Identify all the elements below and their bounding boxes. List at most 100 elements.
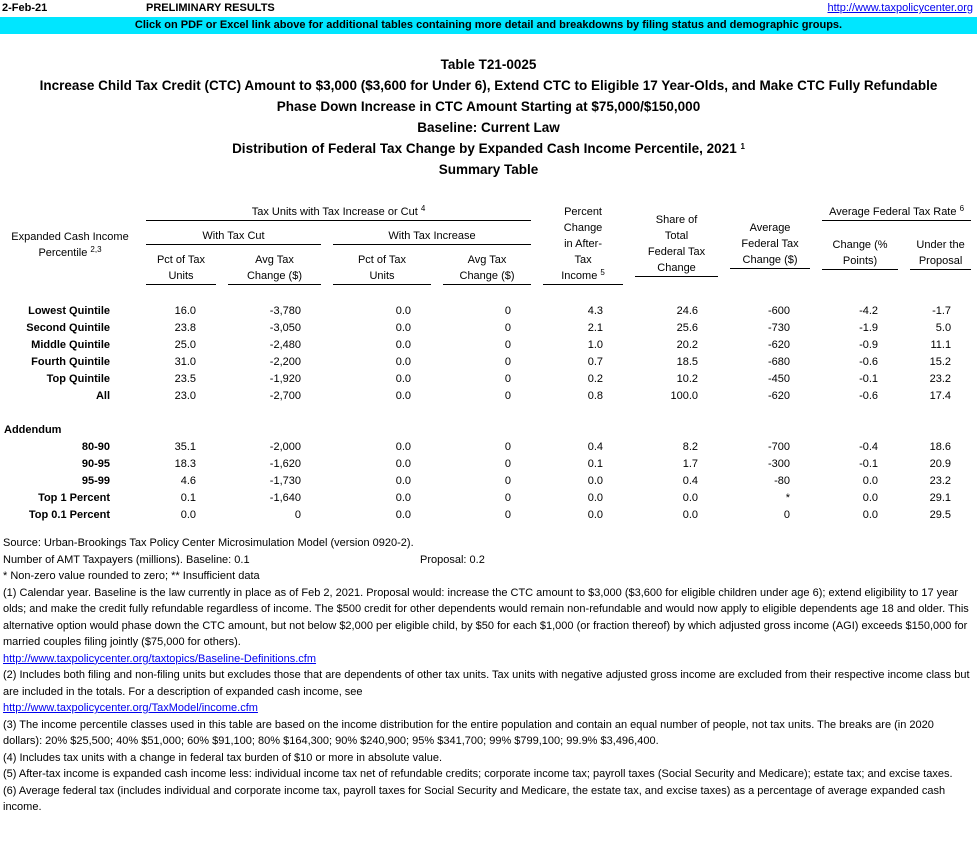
section-row: Addendum — [0, 421, 977, 438]
cell: -3,780 — [269, 304, 301, 317]
cell: 4.6 — [180, 474, 196, 487]
cell: -700 — [768, 440, 791, 453]
header-cell: Share of Total Federal Tax Change — [629, 204, 724, 285]
title: Distribution of Federal Tax Change by Ex… — [232, 141, 737, 156]
table-head: Expanded Cash Income Percentile 2,3 Tax … — [0, 204, 977, 285]
header-text: Avg Tax Change ($) — [228, 252, 321, 285]
title: Summary Table — [438, 162, 539, 177]
cell: 0.0 — [395, 457, 411, 470]
cell: 0.0 — [395, 389, 411, 402]
cell: 0.0 — [180, 508, 196, 521]
header-cell: Pct of Tax Units — [140, 252, 222, 285]
note: Source: Urban-Brookings Tax Policy Cente… — [3, 537, 414, 549]
cell: 4.3 — [587, 304, 604, 317]
note: (2) Includes both filing and non-filing … — [3, 669, 970, 698]
note-link[interactable]: http://www.taxpolicycenter.org/taxtopics… — [3, 652, 317, 665]
header-text: Tax Units with Tax Increase or Cut — [251, 206, 418, 218]
row-label: Top 1 Percent — [38, 491, 110, 504]
footnote-ref: 2,3 — [90, 244, 102, 254]
cell: 0.0 — [395, 338, 411, 351]
cell: 24.6 — [676, 304, 699, 317]
header-text: Pct of Tax Units — [146, 252, 216, 285]
notes: Source: Urban-Brookings Tax Policy Cente… — [0, 535, 973, 816]
note: Proposal: 0.2 — [420, 553, 485, 566]
cell: 23.2 — [929, 372, 952, 385]
cell: 0.0 — [682, 491, 699, 504]
cell: 0 — [783, 508, 791, 521]
header-text: Avg Tax Change ($) — [443, 252, 532, 285]
data-row: Lowest Quintile 16.0 -3,780 0.0 0 4.3 24.6 -600… — [0, 302, 977, 319]
header-text: With Tax Increase — [333, 228, 532, 245]
cell: -0.4 — [859, 440, 879, 453]
cell: 0.0 — [395, 304, 411, 317]
data-row: 95-99 4.6 -1,730 0.0 0 0.0 0.4 -80 0.0 23.2 — [0, 472, 977, 489]
header-cell: With Tax Cut — [140, 221, 327, 252]
cell: 1.7 — [682, 457, 699, 470]
cell: 0.0 — [395, 508, 411, 521]
cell: 18.5 — [676, 355, 699, 368]
note: * Non-zero value rounded to zero; ** Ins… — [3, 570, 260, 582]
cell: -3,050 — [269, 321, 301, 334]
cell: 2.1 — [587, 321, 604, 334]
note: (5) After-tax income is expanded cash in… — [3, 768, 953, 780]
spacer-row — [0, 285, 977, 302]
cell: 0 — [504, 304, 512, 317]
note-line: Number of AMT Taxpayers (millions). Base… — [3, 552, 973, 569]
cell: 0.1 — [180, 491, 196, 504]
cell: -1,640 — [269, 491, 301, 504]
note-link[interactable]: http://www.taxpolicycenter.org/TaxModel/… — [3, 702, 258, 714]
cell: 0.0 — [395, 355, 411, 368]
header-text: Average Federal Tax Rate — [829, 206, 957, 218]
cell: -1.9 — [859, 321, 879, 334]
header-cell: Avg Tax Change ($) — [437, 252, 537, 285]
header-text: Change (% Points) — [822, 237, 899, 270]
site-link[interactable]: http://www.taxpolicycenter.org — [827, 2, 973, 14]
cell: 23.0 — [174, 389, 196, 402]
cell: -620 — [768, 338, 791, 351]
cell: 0.0 — [587, 491, 604, 504]
data-row: All 23.0 -2,700 0.0 0 0.8 100.0 -620 -0.6 17.4 — [0, 387, 977, 404]
header-text: Percent Change in After-Tax Income — [561, 206, 603, 282]
table-body: Lowest Quintile 16.0 -3,780 0.0 0 4.3 24.6 -600… — [0, 285, 977, 523]
cell: 0.0 — [395, 321, 411, 334]
cell: 0.0 — [862, 474, 879, 487]
cell: 0 — [504, 321, 512, 334]
data-row: 90-95 18.3 -1,620 0.0 0 0.1 1.7 -300 -0.1 20.9 — [0, 455, 977, 472]
row-label: Second Quintile — [26, 321, 110, 334]
cell: 0.0 — [682, 508, 699, 521]
note: (4) Includes tax units with a change in … — [3, 751, 443, 764]
cell: 0.0 — [587, 474, 604, 487]
header-row: Expanded Cash Income Percentile 2,3 Tax … — [0, 204, 977, 285]
cell: 0.4 — [682, 474, 699, 487]
status: PRELIMINARY RESULTS — [146, 2, 275, 14]
cell: -680 — [768, 355, 791, 368]
cell: 25.0 — [174, 338, 196, 351]
cell: -1,730 — [269, 474, 301, 487]
summary-table: Expanded Cash Income Percentile 2,3 Tax … — [0, 204, 977, 523]
cell: 11.1 — [930, 338, 952, 351]
cell: 8.2 — [682, 440, 699, 453]
title: Baseline: Current Law — [417, 120, 560, 135]
data-row: Top Quintile 23.5 -1,920 0.0 0 0.2 10.2 -450 -0.… — [0, 370, 977, 387]
cell: 10.2 — [676, 372, 699, 385]
cell: -1.7 — [932, 304, 952, 317]
header-cell: Pct of Tax Units — [327, 252, 437, 285]
cell: -4.2 — [859, 304, 879, 317]
cell: 0 — [504, 457, 512, 470]
spacer-row — [0, 404, 977, 421]
header-cell: Percent Change in After-Tax Income 5 — [537, 204, 629, 285]
data-row: Top 1 Percent 0.1 -1,640 0.0 0 0.0 0.0 * 0.0 29.1 — [0, 489, 977, 506]
spacer — [0, 285, 977, 302]
cell: -620 — [768, 389, 791, 402]
cell: -0.9 — [859, 338, 879, 351]
cell: 25.6 — [676, 321, 699, 334]
cell: 35.1 — [174, 440, 196, 453]
cell: 0.0 — [395, 474, 411, 487]
note: Number of AMT Taxpayers (millions). Base… — [3, 553, 250, 566]
header-cell: Average Federal Tax Change ($) — [724, 204, 816, 285]
cell: 29.1 — [929, 491, 952, 504]
cell: -0.1 — [859, 457, 879, 470]
cell: -1,620 — [269, 457, 301, 470]
top-bar: 2-Feb-21 PRELIMINARY RESULTS http://www.… — [0, 0, 977, 17]
